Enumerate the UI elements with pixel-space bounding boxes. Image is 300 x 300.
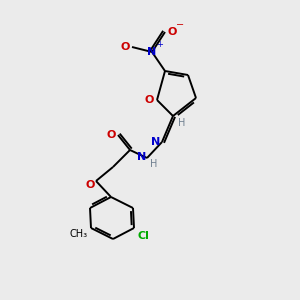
Text: N: N [151,137,160,147]
Text: H: H [178,118,185,128]
Text: +: + [156,40,163,49]
Text: H: H [150,159,158,169]
Text: Cl: Cl [138,231,150,241]
Text: −: − [176,20,184,30]
Text: CH₃: CH₃ [70,229,88,239]
Text: O: O [85,180,95,190]
Text: N: N [137,152,146,162]
Text: O: O [168,27,177,37]
Text: O: O [121,42,130,52]
Text: O: O [145,95,154,105]
Text: O: O [106,130,116,140]
Text: N: N [147,47,157,57]
